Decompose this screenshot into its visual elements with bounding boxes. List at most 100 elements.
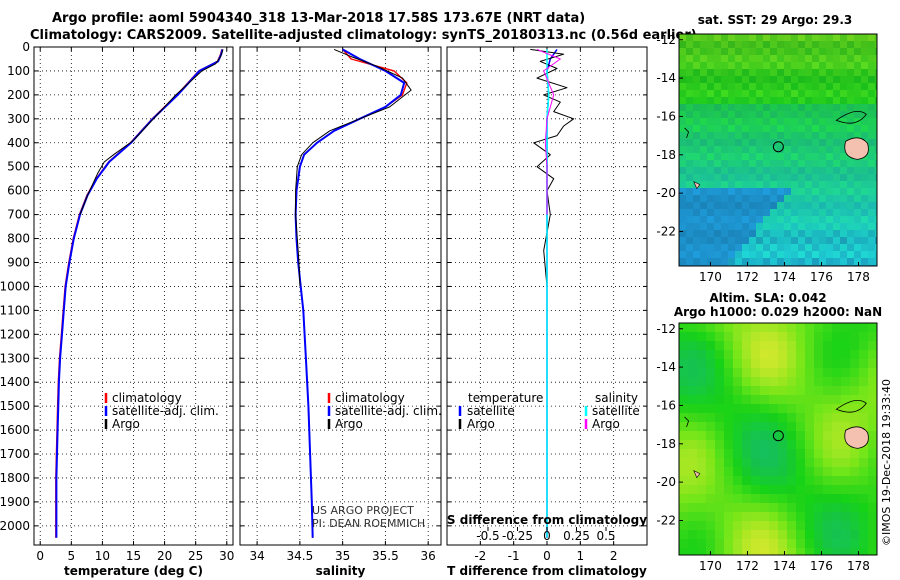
- temp-diff-legend-label: satellite: [467, 404, 515, 418]
- sst_map-island: [693, 181, 701, 190]
- sla-map-subtitle: Argo h1000: 0.029 h2000: NaN: [674, 305, 882, 319]
- sal-diff-tick-label: -0.5: [476, 529, 499, 543]
- sst_map-xtick-label: 174: [773, 270, 796, 284]
- temperature-legend-label: climatology: [112, 391, 182, 405]
- sst_map-xtick-label: 170: [699, 270, 722, 284]
- series-t-argo: [530, 48, 575, 287]
- sal-diff-tick-label: 0.5: [596, 529, 615, 543]
- depth-tick-label: 100: [7, 64, 30, 78]
- difference-xlabel: T difference from climatology: [447, 564, 647, 578]
- sla_map-argo-marker: [772, 430, 784, 442]
- temperature-xtick-label: 20: [157, 549, 172, 563]
- depth-tick-label: 1400: [0, 375, 30, 389]
- sla_map-coast: [835, 399, 867, 413]
- salinity-xlabel: salinity: [316, 564, 366, 578]
- salinity-legend-label: climatology: [335, 391, 405, 405]
- sal-diff-legend-label: Argo: [592, 417, 620, 431]
- depth-tick-label: 900: [7, 255, 30, 269]
- series-satellite-adj-clim-: [55, 49, 224, 538]
- sla_map-ytick-label: -18: [656, 437, 676, 451]
- sal-diff-legend-title: salinity: [595, 391, 638, 405]
- depth-tick-label: 500: [7, 160, 30, 174]
- depth-tick-label: 0: [22, 40, 30, 54]
- temp-diff-legend-title: temperature: [468, 391, 543, 405]
- depth-tick-label: 1100: [0, 303, 30, 317]
- depth-tick-label: 200: [7, 88, 30, 102]
- sla_map-field: [679, 323, 877, 555]
- project-annotation: US ARGO PROJECT: [312, 504, 414, 517]
- depth-tick-label: 1200: [0, 327, 30, 341]
- sst_map-ytick-label: -12: [656, 33, 676, 47]
- series-s-argo: [536, 48, 561, 215]
- sal-diff-legend-label: satellite: [592, 404, 640, 418]
- sal-diff-tick-label: 0.25: [563, 529, 590, 543]
- sla_map-island: [693, 470, 701, 479]
- depth-tick-label: 1900: [0, 495, 30, 509]
- sst_map-ytick-label: -16: [656, 109, 676, 123]
- depth-tick-label: 1700: [0, 447, 30, 461]
- temp-diff-legend-label: Argo: [467, 417, 495, 431]
- sla_map-ytick-label: -20: [656, 475, 676, 489]
- salinity-xtick-label: 34.5: [287, 549, 314, 563]
- temperature-xtick-label: 5: [67, 549, 75, 563]
- series-satellite-adj-clim-: [294, 48, 406, 538]
- temperature-legend-label: satellite-adj. clim.: [112, 404, 219, 418]
- sst_map-frame: [678, 33, 878, 267]
- sst_map-argo-marker: [772, 141, 784, 153]
- sst_map-xtick-label: 178: [847, 270, 870, 284]
- sla_map-xtick-label: 170: [699, 559, 722, 573]
- series-argo: [79, 49, 224, 215]
- depth-tick-label: 600: [7, 184, 30, 198]
- sla_map-ytick-label: -12: [656, 322, 676, 336]
- sla_map-ytick-label: -16: [656, 398, 676, 412]
- sst_map-xtick-label: 176: [810, 270, 833, 284]
- sla_map-frame: [678, 322, 878, 556]
- temperature-legend-label: Argo: [112, 417, 140, 431]
- depth-tick-label: 1600: [0, 423, 30, 437]
- header-line-2: Climatology: CARS2009. Satellite-adjuste…: [30, 28, 697, 43]
- sla_map-xtick-label: 172: [736, 559, 759, 573]
- sst-map-title: sat. SST: 29 Argo: 29.3: [698, 13, 852, 27]
- sla-map-title: Altim. SLA: 0.042: [709, 291, 826, 305]
- sst_map-island: [844, 137, 869, 160]
- depth-tick-label: 1000: [0, 279, 30, 293]
- depth-tick-label: 1500: [0, 399, 30, 413]
- salinity-legend-label: Argo: [335, 417, 363, 431]
- difference-xtick-label: -2: [474, 549, 486, 563]
- difference-xtick-label: 2: [610, 549, 618, 563]
- sal-diff-axis-label: S difference from climatology: [447, 513, 647, 527]
- sst_map-coast: [684, 127, 690, 139]
- project-annotation: PI: DEAN ROEMMICH: [312, 517, 425, 530]
- salinity-legend-label: satellite-adj. clim.: [335, 404, 442, 418]
- sal-diff-tick-label: 0: [543, 529, 551, 543]
- depth-tick-label: 1800: [0, 471, 30, 485]
- sla_map-coast: [684, 416, 690, 428]
- depth-tick-label: 300: [7, 112, 30, 126]
- sst_map-field: [679, 34, 877, 266]
- sst_map-xtick-label: 172: [736, 270, 759, 284]
- temperature-xtick-label: 10: [95, 549, 110, 563]
- temperature-xtick-label: 15: [126, 549, 141, 563]
- depth-tick-label: 700: [7, 208, 30, 222]
- salinity-xtick-label: 36: [421, 549, 436, 563]
- sla_map-xtick-label: 174: [773, 559, 796, 573]
- sst_map-ytick-label: -14: [656, 71, 676, 85]
- temperature-xtick-label: 0: [36, 549, 44, 563]
- salinity-xtick-label: 35.5: [372, 549, 399, 563]
- series-s-satellite: [546, 49, 550, 538]
- temperature-xtick-label: 30: [219, 549, 234, 563]
- temperature-xlabel: temperature (deg C): [64, 564, 203, 578]
- sst_map-ytick-label: -22: [656, 224, 676, 238]
- series-argo: [295, 48, 412, 287]
- depth-tick-label: 400: [7, 136, 30, 150]
- sla_map-island: [844, 426, 869, 449]
- sal-diff-tick-label: -0.25: [502, 529, 533, 543]
- header-line-1: Argo profile: aoml 5904340_318 13-Mar-20…: [52, 11, 586, 26]
- depth-tick-label: 800: [7, 232, 30, 246]
- sla_map-ytick-label: -14: [656, 360, 676, 374]
- difference-xtick-label: 1: [577, 549, 585, 563]
- difference-xtick-label: -1: [508, 549, 520, 563]
- salinity-frame: [239, 46, 442, 546]
- depth-tick-label: 2000: [0, 519, 30, 533]
